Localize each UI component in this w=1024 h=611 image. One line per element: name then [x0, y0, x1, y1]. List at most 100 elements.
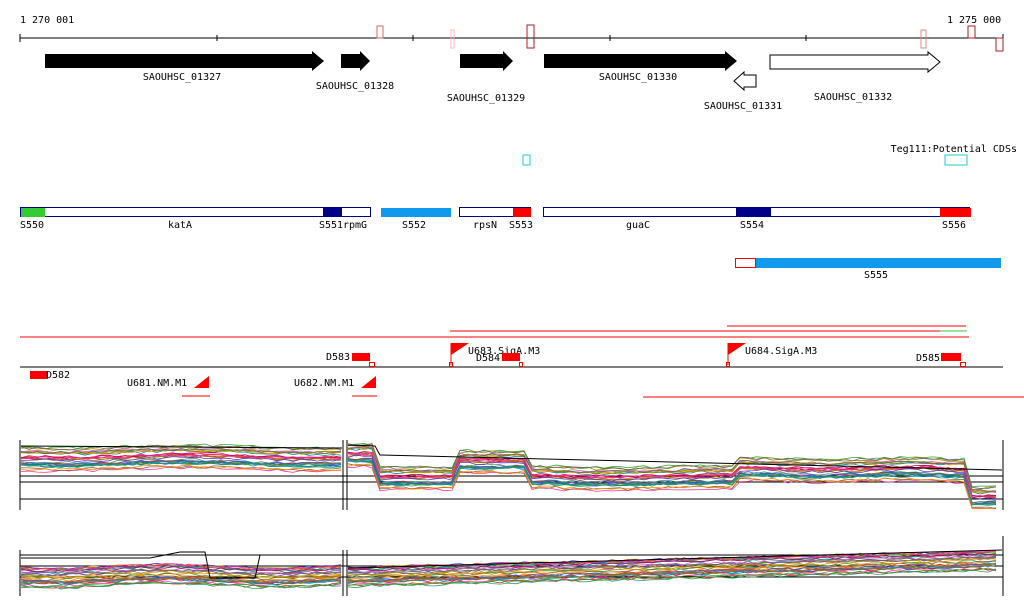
ruler-end-label: 1 275 000: [947, 15, 1001, 26]
expression-profile-line: [347, 452, 997, 498]
gene-saouhsc-01328[interactable]: SAOUHSC_01328: [316, 51, 394, 92]
expression-profile-line: [347, 464, 997, 509]
ruler-marker[interactable]: [920, 29, 927, 49]
expression-profile-line: [20, 577, 341, 585]
svg-text:D583: D583: [326, 352, 350, 363]
expression-panel-bottom: [19, 536, 1004, 596]
segment-label: S553: [509, 220, 533, 231]
segment-label: katA: [168, 220, 192, 231]
feature-u683[interactable]: U683.SigA.M3: [449, 343, 541, 367]
expression-profile-line: [20, 459, 342, 466]
position-ruler: 1 270 001 1 275 000: [19, 15, 1004, 52]
expression-profile-line: [347, 454, 997, 500]
gene-saouhsc-01329[interactable]: SAOUHSC_01329: [447, 51, 525, 104]
expression-profile-line: [20, 576, 342, 584]
potential-cds-label: Teg111:Potential CDSs: [891, 144, 1017, 155]
svg-text:U683.SigA.M3: U683.SigA.M3: [468, 346, 540, 357]
expression-profile-line: [347, 558, 997, 577]
feature-d583[interactable]: D583: [326, 352, 375, 367]
ruler-marker[interactable]: [995, 37, 1004, 52]
potential-cds-box[interactable]: [522, 154, 531, 166]
expression-profile-line: [20, 447, 342, 455]
gene-label: SAOUHSC_01329: [447, 93, 525, 104]
gene-label: SAOUHSC_01330: [599, 72, 677, 83]
ruler-marker[interactable]: [526, 24, 535, 49]
expression-profile-line: [347, 567, 997, 586]
expression-profile-line: [347, 444, 1003, 471]
expression-profile-line: [20, 445, 343, 449]
feature-d585[interactable]: D585: [916, 353, 966, 367]
expression-profile-line: [347, 445, 997, 493]
ruler-marker[interactable]: [376, 25, 384, 39]
expression-profile-line: [20, 565, 342, 573]
ruler-marker[interactable]: [967, 25, 976, 39]
expression-profile-line: [347, 554, 997, 573]
gene-track: SAOUHSC_01327 SAOUHSC_01328 SAOUHSC_0132…: [45, 50, 941, 112]
expression-profile-line: [20, 569, 342, 577]
expression-profile-line: [347, 457, 997, 504]
expression-profile-line: [347, 443, 997, 490]
segment-label: S556: [942, 220, 966, 231]
gene-label: SAOUHSC_01332: [814, 92, 892, 103]
expression-profile-line: [20, 581, 342, 590]
gene-saouhsc-01332[interactable]: SAOUHSC_01332: [769, 50, 941, 103]
segment-label: S554: [740, 220, 764, 231]
segment-label: S550: [20, 220, 44, 231]
expression-profile-line: [347, 549, 1003, 569]
segment-s556[interactable]: [940, 208, 971, 217]
svg-text:U684.SigA.M3: U684.SigA.M3: [745, 346, 817, 357]
svg-text:U681.NM.M1: U681.NM.M1: [127, 378, 187, 389]
segment-label: S552: [402, 220, 426, 231]
expression-profile-line: [20, 448, 342, 455]
expression-profile-line: [20, 571, 342, 579]
svg-text:D585: D585: [916, 353, 940, 364]
segment-s551[interactable]: [323, 208, 342, 217]
expression-profile-line: [20, 462, 342, 469]
expression-profile-line: [20, 464, 342, 472]
gene-saouhsc-01331[interactable]: SAOUHSC_01331: [704, 70, 782, 112]
expression-profile-line: [20, 456, 342, 463]
segment-s550[interactable]: [21, 208, 45, 217]
expression-profile-line: [347, 443, 997, 489]
gene-saouhsc-01327[interactable]: SAOUHSC_01327: [45, 51, 324, 83]
segment-s555[interactable]: [756, 258, 1001, 268]
segment-label: rpmG: [343, 220, 367, 231]
gene-label: SAOUHSC_01328: [316, 81, 394, 92]
potential-cds-track: Teg111:Potential CDSs: [522, 144, 1017, 166]
gene-label: SAOUHSC_01327: [143, 72, 221, 83]
expression-profile-line: [20, 570, 342, 578]
expression-profile-line: [21, 551, 342, 579]
expression-profile-line: [347, 460, 997, 506]
expression-panel-top: [19, 440, 1004, 510]
feature-d584[interactable]: D584: [476, 353, 523, 367]
segment-track: S550 katA S551 rpmG S552 rpsN S553 guaC …: [20, 207, 1001, 281]
expression-profile-line: [20, 565, 342, 573]
potential-cds-box[interactable]: [944, 154, 968, 166]
expression-profile-line: [20, 563, 342, 571]
expression-profile-line: [347, 557, 997, 577]
expression-profile-line: [347, 552, 997, 572]
expression-profile-line: [347, 564, 997, 583]
segment-s555-start[interactable]: [735, 258, 756, 268]
gene-saouhsc-01330[interactable]: SAOUHSC_01330: [544, 51, 737, 83]
svg-text:D582: D582: [46, 370, 70, 381]
gene-label: SAOUHSC_01331: [704, 101, 782, 112]
operon-katA-outline[interactable]: [20, 207, 371, 217]
expression-profile-line: [20, 453, 342, 460]
expression-profile-line: [347, 463, 997, 509]
expression-profile-line: [347, 569, 997, 589]
segment-s552[interactable]: [381, 208, 451, 217]
ruler-marker[interactable]: [450, 29, 455, 49]
segment-s554[interactable]: [736, 208, 771, 217]
ruler-start-label: 1 270 001: [20, 15, 74, 26]
feature-d582[interactable]: D582: [30, 370, 70, 381]
feature-u682[interactable]: U682.NM.M1: [294, 376, 377, 397]
expression-profile-line: [347, 453, 997, 500]
feature-track: D582 U681.NM.M1 U682.NM.M1 D583 U683.Sig…: [20, 325, 1024, 398]
feature-u681[interactable]: U681.NM.M1: [127, 376, 210, 397]
feature-u684[interactable]: U684.SigA.M3: [726, 343, 818, 367]
segment-s553[interactable]: [513, 208, 531, 217]
segment-label: S555: [864, 270, 888, 281]
expression-profile-lines: [20, 443, 1003, 509]
